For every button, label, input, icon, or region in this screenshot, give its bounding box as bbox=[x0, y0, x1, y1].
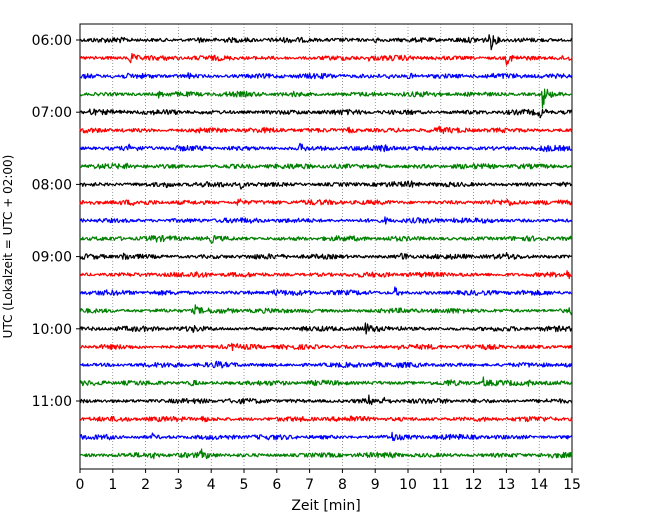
trace-1115 bbox=[79, 415, 573, 423]
y-axis-ticks: 06:00 07:00 08:00 09:00 10:00 11:00 bbox=[32, 33, 80, 410]
x-tick-label: 9 bbox=[371, 477, 380, 493]
y-tick-label: 06:00 bbox=[32, 33, 72, 49]
trace-0730 bbox=[79, 142, 573, 153]
x-tick-label: 7 bbox=[305, 477, 314, 493]
trace-1130 bbox=[79, 431, 573, 442]
y-tick-label: 07:00 bbox=[32, 105, 72, 121]
trace-1100 bbox=[79, 394, 573, 406]
x-tick-label: 1 bbox=[108, 477, 117, 493]
trace-0645 bbox=[79, 88, 573, 109]
y-tick-label: 10:00 bbox=[32, 322, 72, 338]
x-tick-label: 2 bbox=[141, 477, 150, 493]
x-tick-label: 6 bbox=[272, 477, 281, 493]
trace-0845 bbox=[79, 235, 573, 244]
trace-0800 bbox=[79, 180, 573, 190]
x-tick-label: 14 bbox=[530, 477, 548, 493]
y-tick-label: 09:00 bbox=[32, 250, 72, 266]
x-tick-label: 4 bbox=[207, 477, 216, 493]
x-tick-label: 11 bbox=[432, 477, 450, 493]
trace-0700 bbox=[79, 108, 573, 119]
x-tick-label: 13 bbox=[497, 477, 515, 493]
x-tick-label: 3 bbox=[174, 477, 183, 493]
y-tick-label: 11:00 bbox=[32, 394, 72, 410]
x-axis-ticks: 0 1 2 3 4 5 6 7 8 9 10 11 12 13 14 15 bbox=[76, 469, 581, 493]
trace-1145 bbox=[79, 448, 573, 460]
trace-0830 bbox=[79, 216, 573, 225]
x-tick-label: 5 bbox=[240, 477, 249, 493]
grid-lines bbox=[112, 24, 540, 469]
x-tick-label: 0 bbox=[76, 477, 85, 493]
trace-0715 bbox=[79, 125, 573, 134]
trace-0915 bbox=[79, 270, 573, 280]
trace-0745 bbox=[79, 162, 572, 170]
trace-1000 bbox=[79, 322, 573, 335]
trace-0945 bbox=[80, 304, 572, 316]
trace-0930 bbox=[79, 286, 573, 297]
x-tick-label: 15 bbox=[563, 477, 581, 493]
trace-1015 bbox=[79, 342, 573, 352]
trace-1045 bbox=[79, 376, 573, 387]
seismic-traces bbox=[79, 34, 573, 460]
trace-1030 bbox=[79, 360, 573, 369]
trace-0615 bbox=[80, 52, 573, 66]
plot-area-frame bbox=[79, 23, 573, 470]
x-tick-label: 12 bbox=[465, 477, 483, 493]
x-axis-label: Zeit [min] bbox=[291, 498, 360, 514]
trace-0600 bbox=[79, 34, 572, 51]
y-tick-label: 08:00 bbox=[32, 177, 72, 193]
y-axis-label: UTC (Lokalzeit = UTC + 02:00) bbox=[1, 155, 15, 339]
trace-0900 bbox=[79, 252, 573, 260]
trace-0630 bbox=[79, 72, 573, 80]
x-tick-label: 10 bbox=[399, 477, 417, 493]
x-tick-label: 8 bbox=[338, 477, 347, 493]
trace-0815 bbox=[79, 198, 573, 207]
